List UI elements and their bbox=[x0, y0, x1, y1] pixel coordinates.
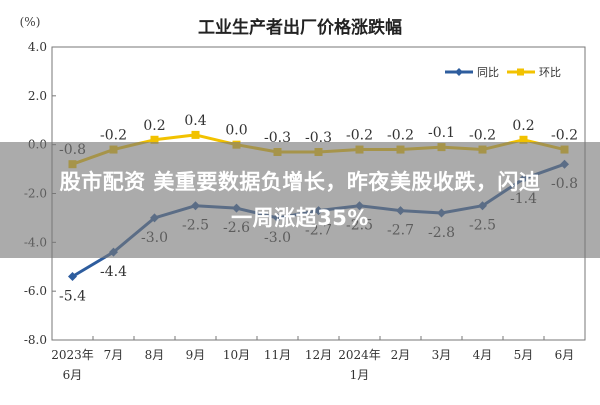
x-tick-label: 5月 bbox=[514, 348, 534, 362]
data-label-1: 0.0 bbox=[225, 123, 247, 139]
y-axis-label: (%) bbox=[20, 15, 41, 29]
series-point-0 bbox=[68, 272, 77, 282]
x-tick-label: 9月 bbox=[186, 348, 206, 362]
legend-marker-1 bbox=[517, 68, 524, 76]
x-tick-label: 4月 bbox=[473, 348, 493, 362]
legend-label-1: 环比 bbox=[539, 66, 561, 79]
data-label-1: -0.2 bbox=[469, 128, 496, 144]
y-tick-label: 4.0 bbox=[28, 40, 47, 54]
headline-line-1: 股市配资 美重要数据负增长，昨夜美股收跌，闪迪 bbox=[59, 170, 541, 194]
x-tick-label: 2024年 bbox=[338, 348, 381, 362]
legend-label-0: 同比 bbox=[477, 66, 499, 79]
data-label-1: 0.2 bbox=[143, 118, 165, 134]
y-tick-label: -6.0 bbox=[24, 284, 47, 298]
x-tick-label: 6月 bbox=[555, 348, 575, 362]
headline-overlay[interactable]: 股市配资 美重要数据负增长，昨夜美股收跌，闪迪 一周涨超35% bbox=[0, 142, 600, 258]
y-tick-label: 2.0 bbox=[28, 89, 47, 103]
x-tick-label: 7月 bbox=[104, 348, 124, 362]
series-point-1 bbox=[191, 130, 200, 139]
series-point-1 bbox=[150, 135, 159, 144]
data-label-1: -0.2 bbox=[551, 128, 578, 144]
data-label-1: -0.2 bbox=[346, 128, 373, 144]
x-tick-label: 6月 bbox=[63, 368, 83, 382]
y-tick-label: -8.0 bbox=[24, 333, 47, 347]
data-label-0: -4.4 bbox=[100, 264, 127, 280]
x-tick-label: 2023年 bbox=[51, 348, 94, 362]
data-label-1: -0.3 bbox=[305, 130, 332, 146]
x-tick-label: 3月 bbox=[432, 348, 452, 362]
chart-title: 工业生产者出厂价格涨跌幅 bbox=[198, 17, 402, 38]
data-label-1: -0.3 bbox=[264, 130, 291, 146]
data-label-1: 0.2 bbox=[512, 118, 534, 134]
x-tick-label: 8月 bbox=[145, 348, 165, 362]
x-tick-label: 12月 bbox=[305, 348, 332, 362]
data-label-1: -0.2 bbox=[100, 128, 127, 144]
data-label-1: 0.4 bbox=[184, 113, 206, 129]
x-tick-label: 10月 bbox=[223, 348, 250, 362]
x-tick-label: 11月 bbox=[264, 348, 291, 362]
series-point-1 bbox=[519, 135, 528, 144]
data-label-0: -5.4 bbox=[59, 289, 86, 305]
legend-marker-0 bbox=[455, 68, 463, 76]
headline-text: 股市配资 美重要数据负增长，昨夜美股收跌，闪迪 一周涨超35% bbox=[60, 164, 541, 236]
data-label-1: -0.2 bbox=[387, 128, 414, 144]
x-tick-label: 1月 bbox=[350, 368, 370, 382]
x-tick-label: 2月 bbox=[391, 348, 411, 362]
data-label-1: -0.1 bbox=[428, 125, 455, 141]
headline-line-2: 一周涨超35% bbox=[231, 206, 369, 230]
